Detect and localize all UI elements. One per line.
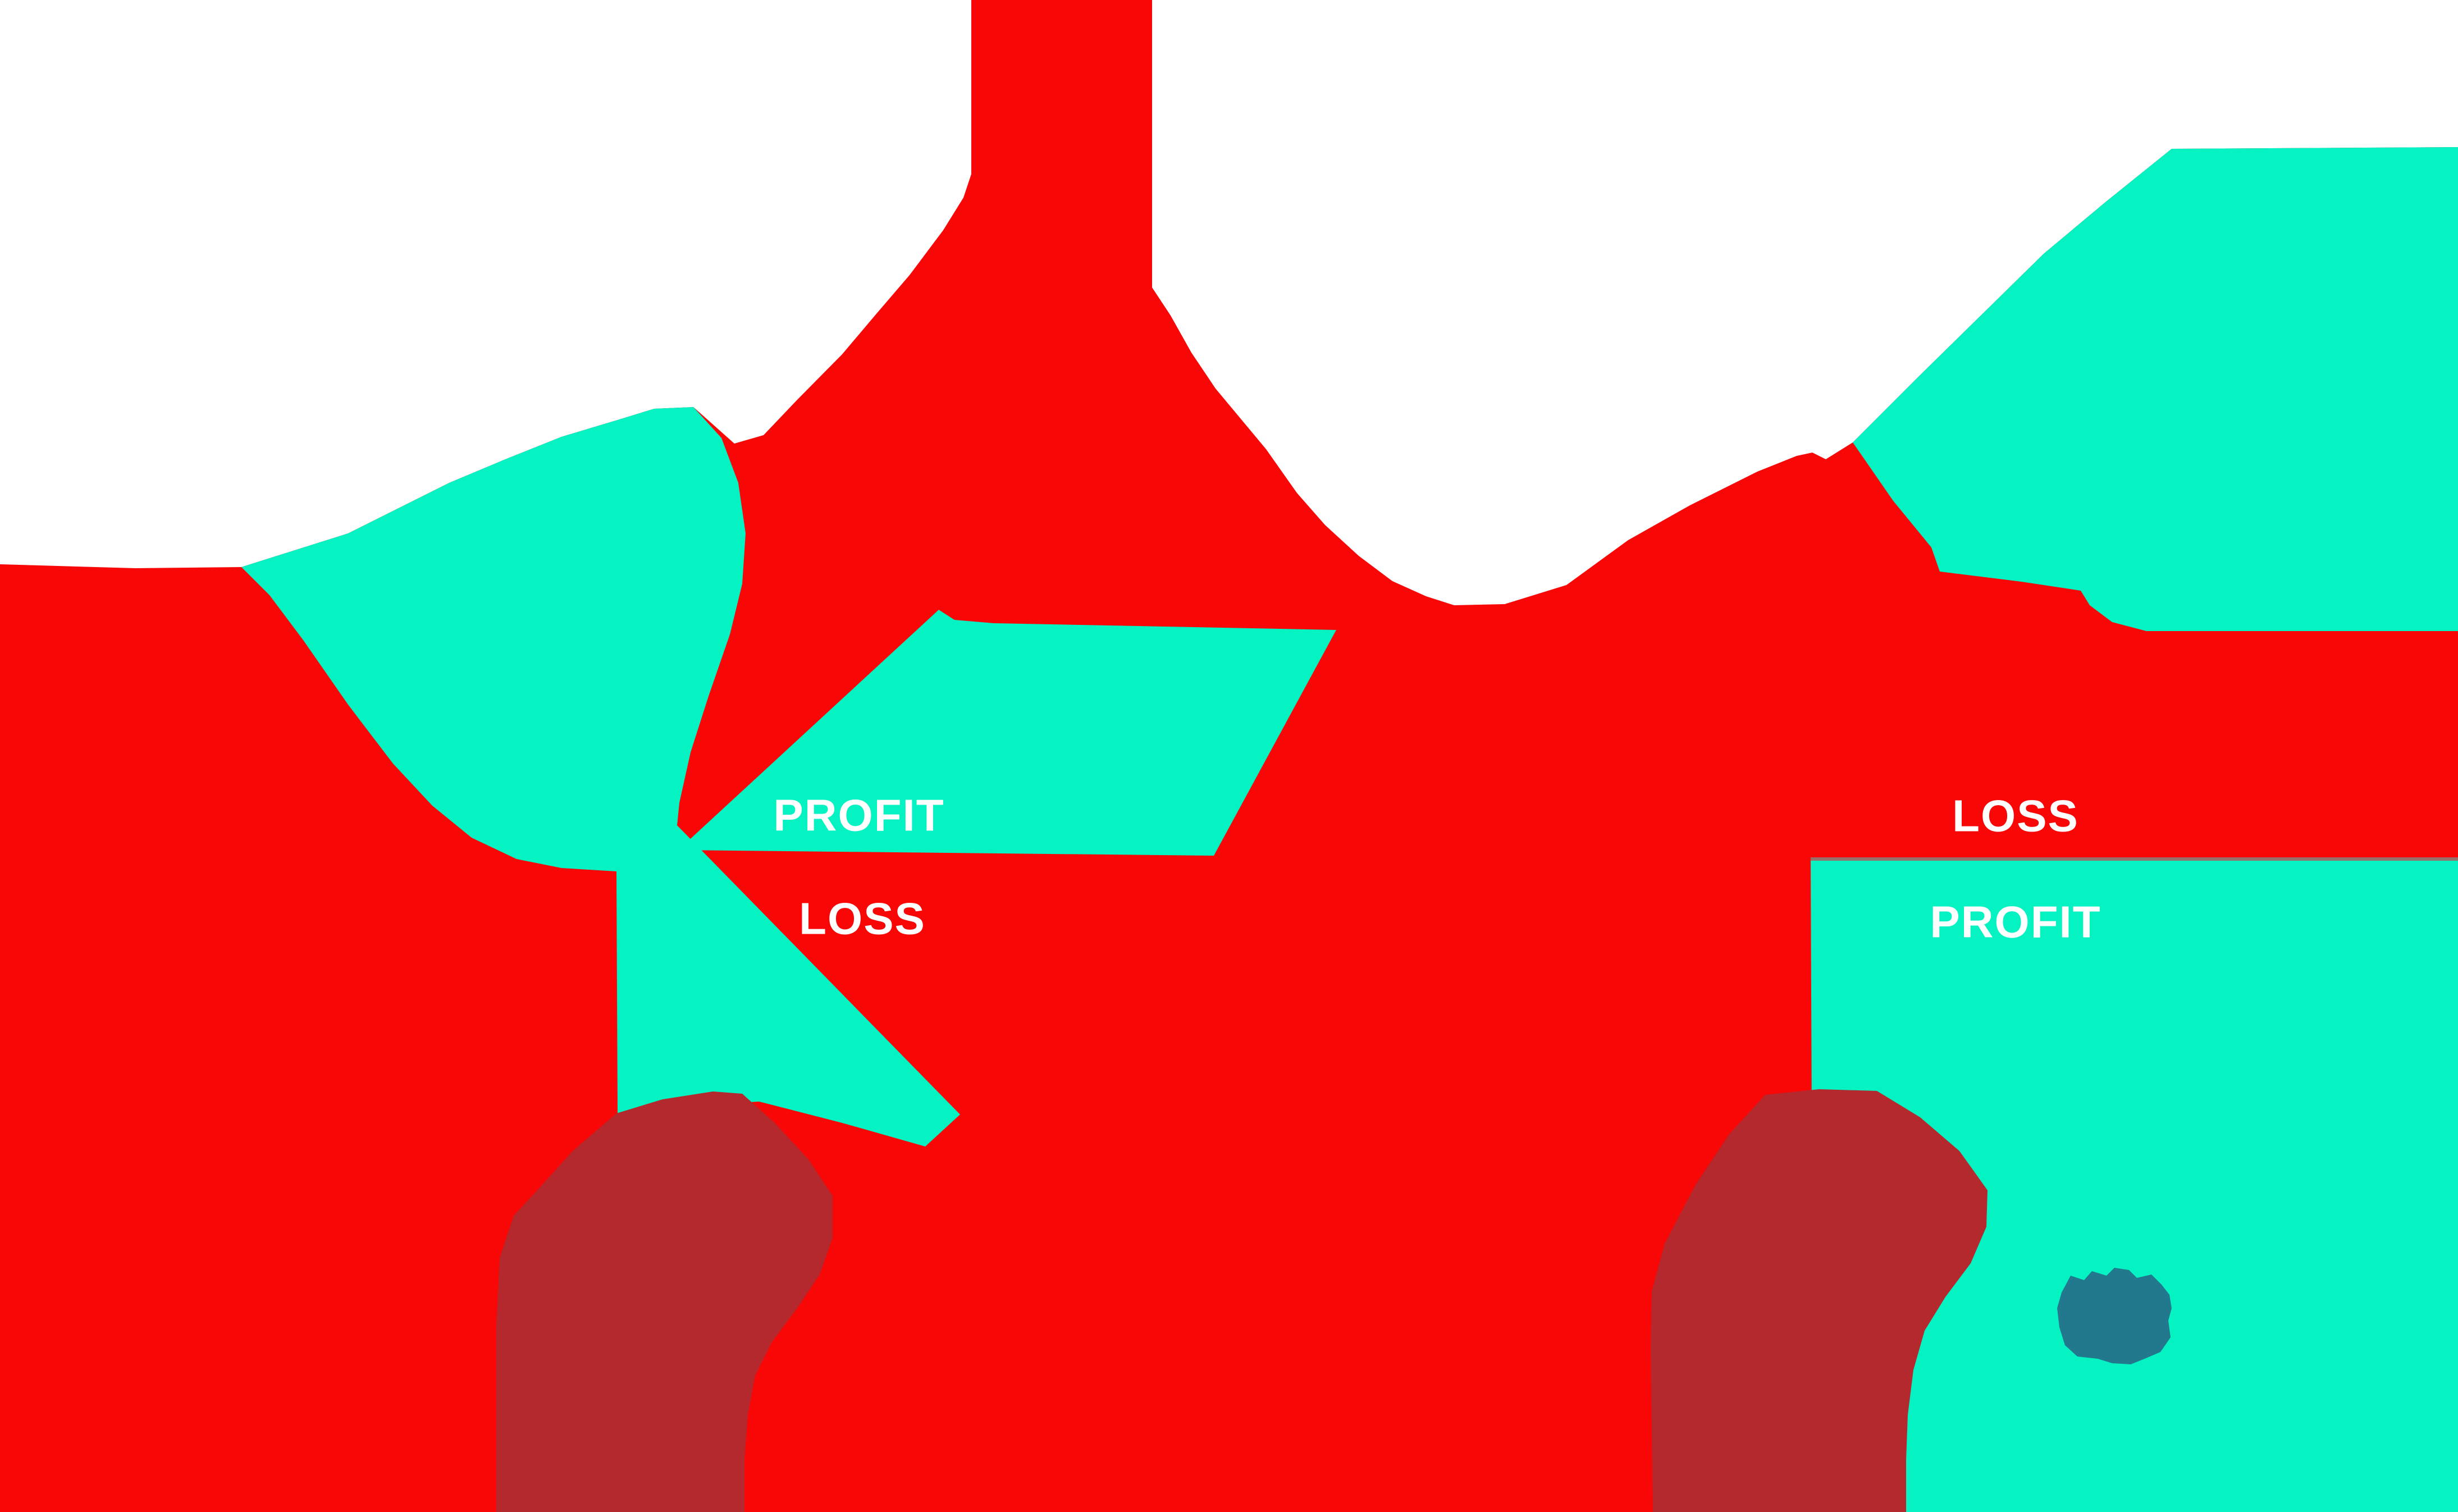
right-dark-red-blob	[1651, 1089, 1988, 1512]
right-panel-upper-teal-region	[1853, 147, 2458, 631]
dark-teal-blob	[2057, 1268, 2172, 1364]
left-loss-label: LOSS	[799, 894, 926, 944]
right-loss-label: LOSS	[1952, 791, 2079, 841]
right-profit-label: PROFIT	[1930, 897, 2101, 947]
left-dark-red-blob	[496, 1091, 833, 1512]
right-panel-axis-line	[1811, 857, 2458, 861]
right-panel-profit-field-region	[1811, 861, 2458, 1512]
left-panel-profit-blob-region	[241, 407, 960, 1146]
left-panel-profit-band-region	[678, 610, 1336, 856]
left-profit-label: PROFIT	[773, 791, 944, 840]
